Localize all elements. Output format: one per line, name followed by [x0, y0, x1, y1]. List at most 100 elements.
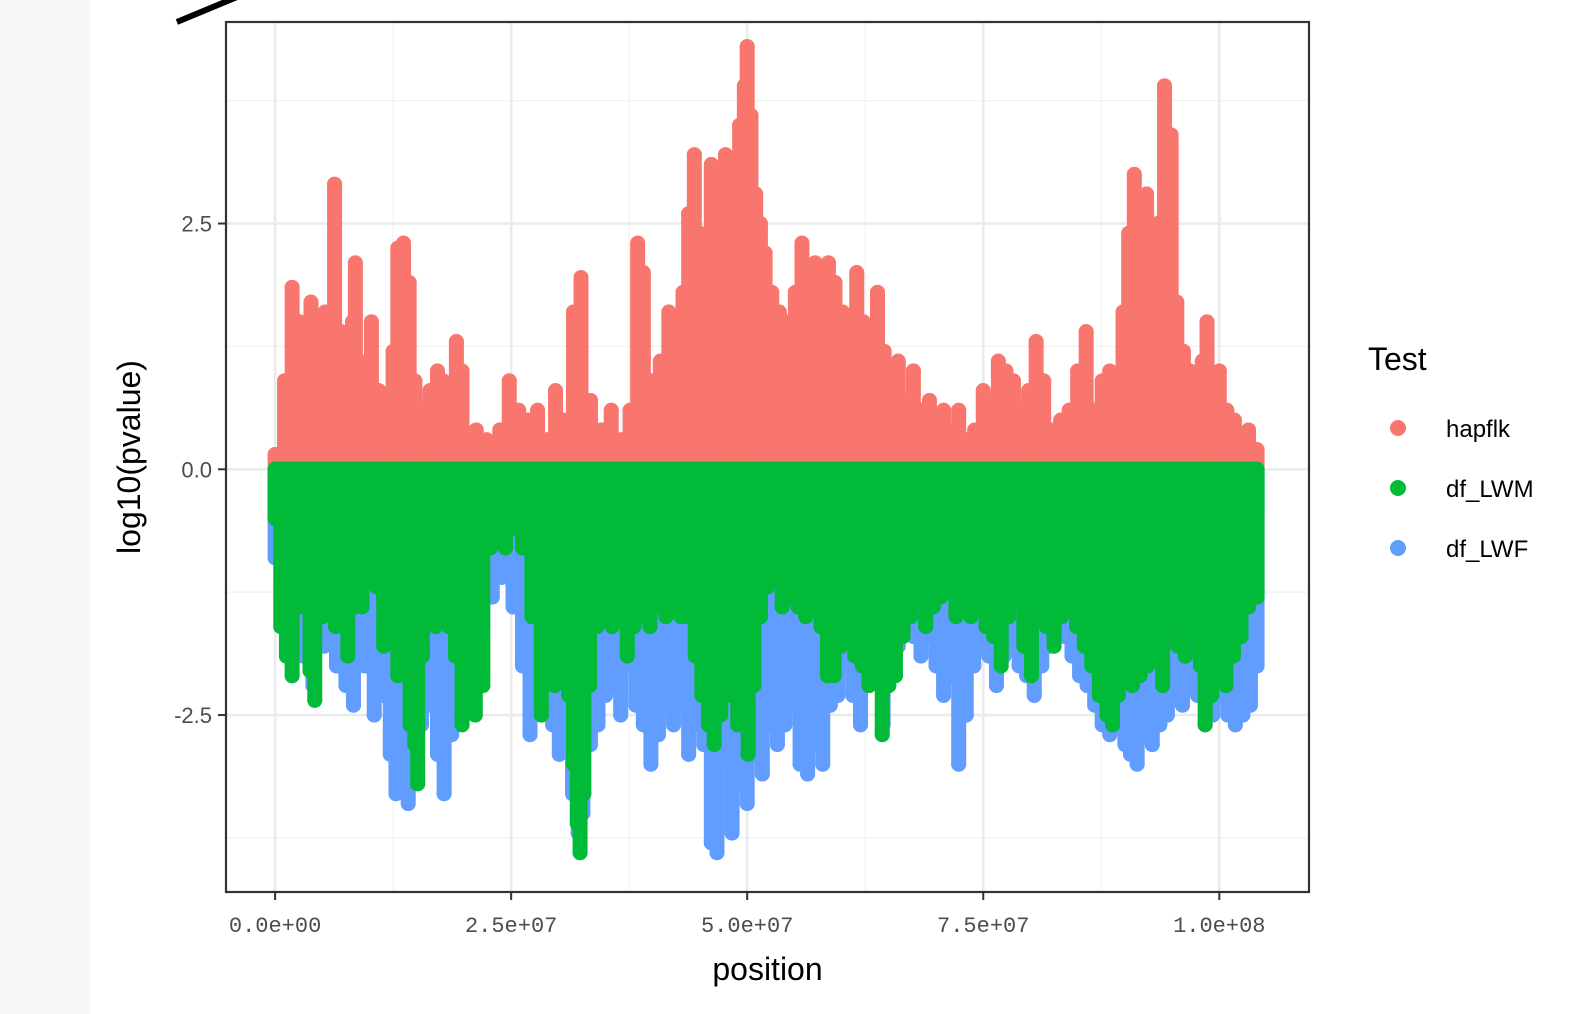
data-point [479, 432, 495, 448]
data-point [307, 692, 323, 708]
data-point [752, 609, 768, 625]
data-point [890, 353, 906, 369]
data-point [650, 727, 666, 743]
data-point [830, 687, 846, 703]
data-point [807, 255, 823, 271]
data-point [740, 746, 756, 762]
data-point [1026, 687, 1042, 703]
data-point [717, 147, 733, 163]
data-point [1241, 599, 1257, 615]
data-point [1226, 412, 1242, 428]
data-point [619, 648, 635, 664]
data-point [951, 756, 967, 772]
data-point [739, 796, 755, 812]
legend-key-hapflk [1390, 420, 1406, 436]
data-point [328, 619, 344, 635]
data-point [448, 333, 464, 349]
data-point [1046, 638, 1062, 654]
data-point [1249, 658, 1265, 674]
data-point [993, 658, 1009, 674]
x-tick-label: 2.5e+07 [465, 914, 557, 939]
data-point [1023, 668, 1039, 684]
data-point [895, 628, 911, 644]
data-point [635, 265, 651, 281]
x-tick-label: 0.0e+00 [229, 914, 321, 939]
data-point [887, 668, 903, 684]
data-point [1028, 333, 1044, 349]
legend-title: Test [1368, 341, 1427, 377]
data-point [630, 235, 646, 251]
data-point [533, 707, 549, 723]
data-point [345, 697, 361, 713]
legend-label-df_LWF: df_LWF [1446, 536, 1528, 563]
data-point [1175, 343, 1191, 359]
y-axis-title: log10(pvalue) [111, 360, 147, 554]
data-point [396, 235, 412, 251]
data-point [388, 786, 404, 802]
panel-border [224, 20, 1311, 894]
left-margin-strip [0, 0, 90, 1014]
data-point [739, 39, 755, 55]
data-point [366, 707, 382, 723]
data-point [724, 825, 740, 841]
data-point [681, 746, 697, 762]
data-point [835, 304, 851, 320]
data-point [703, 157, 719, 173]
data-point [643, 756, 659, 772]
data-point [467, 707, 483, 723]
data-point [827, 275, 843, 291]
data-point [1159, 707, 1175, 723]
data-point [390, 668, 406, 684]
data-point [354, 599, 370, 615]
data-point [376, 638, 392, 654]
data-point [1249, 442, 1265, 458]
data-point [748, 186, 764, 202]
data-point [1241, 422, 1257, 438]
data-point [876, 343, 892, 359]
data-point [314, 609, 330, 625]
x-axis: 0.0e+00 2.5e+07 5.0e+07 7.5e+07 1.0e+08 [229, 892, 1266, 939]
data-point [777, 717, 793, 733]
data-point [401, 275, 417, 291]
data-point [333, 324, 349, 340]
data-point [948, 609, 964, 625]
data-point [522, 727, 538, 743]
data-point [709, 845, 725, 861]
data-point [1197, 717, 1213, 733]
data-point [921, 392, 937, 408]
data-point [603, 402, 619, 418]
y-axis: 2.5 0.0 -2.5 [174, 212, 226, 728]
data-point [530, 402, 546, 418]
legend-key-df_LWM [1390, 480, 1406, 496]
data-point [475, 678, 491, 694]
data-point [1225, 648, 1241, 664]
data-point [855, 314, 871, 330]
data-point [1199, 314, 1215, 330]
x-tick-label: 1.0e+08 [1173, 914, 1265, 939]
annotation-arrow [175, 0, 238, 25]
data-point [966, 658, 982, 674]
x-tick-label: 5.0e+07 [701, 914, 793, 939]
data-point [692, 225, 708, 241]
annotation-layer [175, 0, 238, 25]
data-point [861, 678, 877, 694]
data-point [414, 648, 430, 664]
data-point [1182, 363, 1198, 379]
data-point [1174, 697, 1190, 713]
data-point [918, 619, 934, 635]
legend: Test hapflk df_LWM df_LWF [1368, 341, 1534, 563]
y-tick-label: 0.0 [181, 457, 212, 482]
data-point [1163, 127, 1179, 143]
data-point [292, 314, 308, 330]
data-point [613, 707, 629, 723]
data-point [454, 363, 470, 379]
data-point [1054, 609, 1070, 625]
data-point [1078, 324, 1094, 340]
data-point [576, 786, 592, 802]
data-point [548, 383, 564, 399]
data-point [444, 727, 460, 743]
data-point [666, 717, 682, 733]
data-point [913, 648, 929, 664]
data-point [963, 609, 979, 625]
